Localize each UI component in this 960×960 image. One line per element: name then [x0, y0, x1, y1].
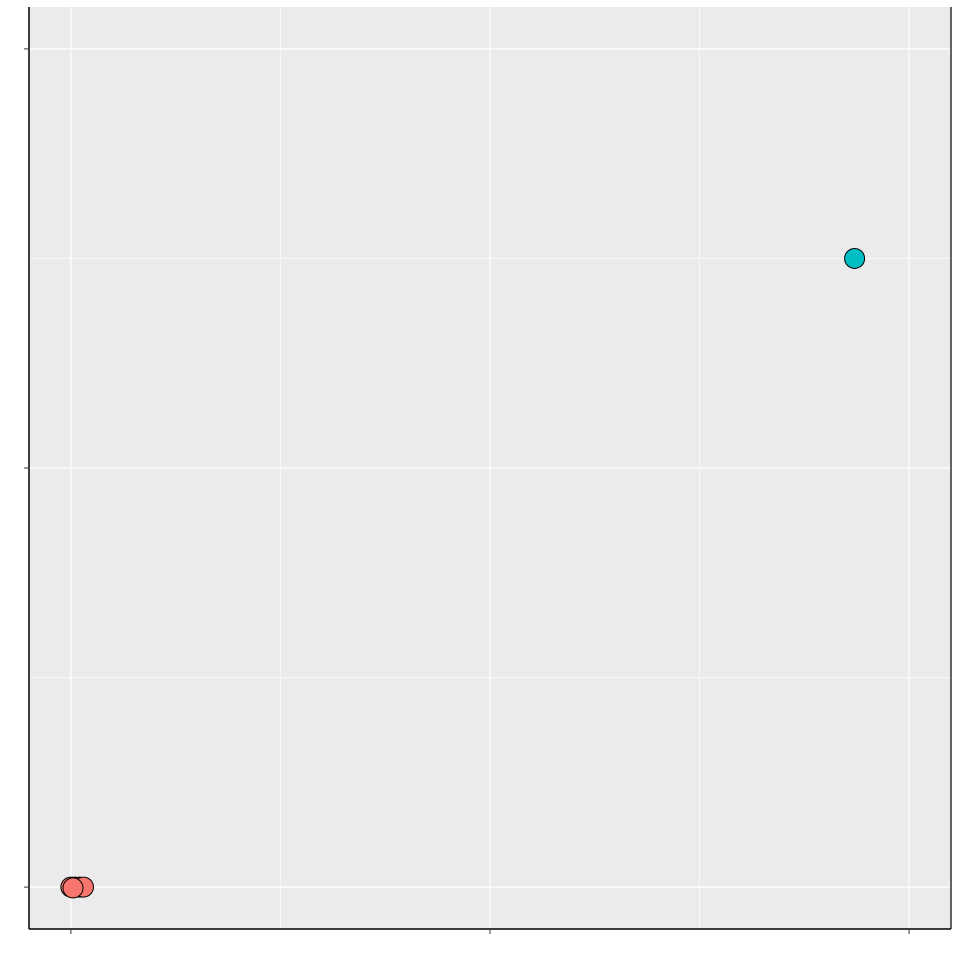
- axes: [24, 7, 952, 934]
- major-gridlines: [29, 7, 951, 929]
- data-point: [844, 247, 866, 269]
- data-points: [60, 247, 866, 899]
- data-point: [62, 877, 84, 899]
